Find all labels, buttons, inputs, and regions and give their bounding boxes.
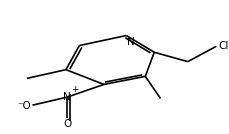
- Text: N: N: [126, 37, 134, 47]
- Text: Cl: Cl: [218, 41, 228, 51]
- Text: ⁻O: ⁻O: [17, 101, 30, 111]
- Text: O: O: [63, 119, 71, 129]
- Text: N: N: [63, 92, 71, 102]
- Text: +: +: [71, 85, 79, 94]
